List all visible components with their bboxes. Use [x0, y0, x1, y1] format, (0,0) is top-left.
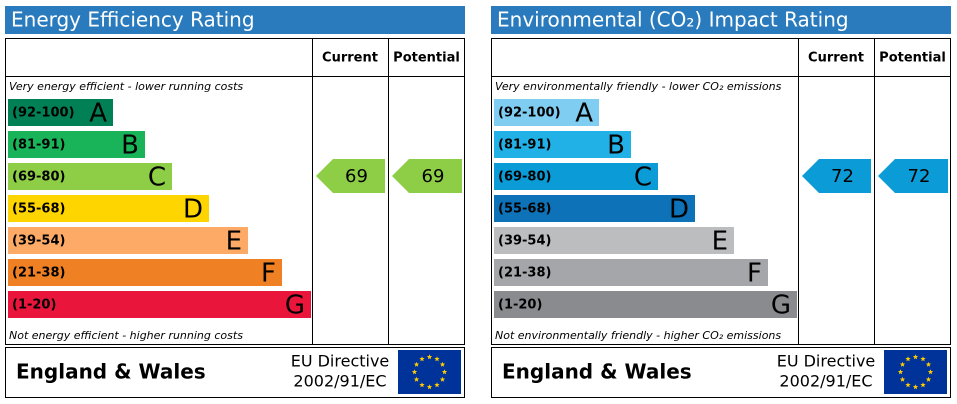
footer-directive-number: 2002/91/EC [779, 372, 872, 391]
band-range: (1-20) [12, 298, 56, 313]
band-range: (21-38) [12, 266, 65, 281]
band-letter: G [771, 291, 791, 321]
panel-title: Environmental (CO₂) Impact Rating [497, 8, 849, 32]
band-bar [494, 163, 658, 190]
band-letter: E [226, 227, 242, 257]
rating-arrow [392, 159, 462, 193]
column-header: Current [322, 51, 378, 66]
band-letter: F [747, 259, 762, 289]
eu-star [905, 382, 911, 388]
band-bar [8, 259, 282, 286]
band-bar [494, 131, 631, 158]
rating-value: 69 [345, 166, 368, 187]
eu-star [920, 356, 926, 362]
column-header: Potential [393, 51, 460, 66]
eu-star [439, 376, 446, 382]
footer-box [491, 347, 951, 398]
title-bar [491, 6, 951, 34]
eu-star [419, 356, 425, 362]
band-bar [8, 291, 311, 318]
rating-value: 69 [422, 166, 445, 187]
band-bar [494, 227, 734, 254]
rating-panel: Environmental (CO₂) Impact Rating Current… [491, 6, 951, 398]
eu-star [905, 356, 911, 362]
eu-star [411, 369, 418, 375]
footer-box [5, 347, 465, 398]
column-header: Potential [879, 51, 946, 66]
eu-star [439, 361, 446, 367]
rating-value: 72 [908, 166, 931, 187]
eu-star [413, 376, 420, 382]
rating-arrow [316, 159, 385, 193]
band-range: (55-68) [12, 202, 65, 217]
eu-star [441, 369, 448, 375]
eu-star [920, 382, 926, 388]
footer-directive: EU Directive [291, 352, 390, 371]
band-range: (81-91) [12, 138, 65, 153]
band-letter: D [669, 195, 689, 225]
band-letter: D [183, 195, 203, 225]
eu-star [912, 354, 919, 360]
top-note: Very environmentally friendly - lower CO… [495, 80, 782, 93]
eu-star [925, 376, 932, 382]
band-letter: F [261, 259, 276, 289]
footer-directive: EU Directive [777, 352, 876, 371]
band-letter: B [607, 131, 625, 161]
band-bar [494, 291, 797, 318]
band-bar [8, 99, 113, 126]
column-header: Current [808, 51, 864, 66]
band-bar [494, 195, 695, 222]
footer-region: England & Wales [16, 360, 206, 384]
rating-value: 72 [831, 166, 854, 187]
band-bar [494, 259, 768, 286]
band-range: (39-54) [498, 234, 551, 249]
top-note: Very energy efficient - lower running co… [9, 80, 243, 93]
band-range: (1-20) [498, 298, 542, 313]
eu-star [897, 369, 904, 375]
band-letter: G [285, 291, 305, 321]
eu-star [925, 361, 932, 367]
frame [491, 38, 951, 345]
band-letter: B [121, 131, 139, 161]
panel-title: Energy Efficiency Rating [11, 8, 255, 32]
bottom-note: Not energy efficient - higher running co… [9, 329, 243, 342]
eu-star [912, 384, 919, 390]
bottom-note: Not environmentally friendly - higher CO… [495, 329, 781, 342]
band-range: (21-38) [498, 266, 551, 281]
band-bar [8, 195, 209, 222]
rating-panel: Energy Efficiency Rating Current Potential… [5, 6, 465, 398]
band-range: (81-91) [498, 138, 551, 153]
band-range: (69-80) [12, 170, 65, 185]
eu-star [426, 384, 433, 390]
eu-star [426, 354, 433, 360]
rating-arrow [878, 159, 948, 193]
band-letter: C [634, 163, 652, 193]
band-range: (55-68) [498, 202, 551, 217]
eu-star [413, 361, 420, 367]
band-bar [8, 131, 145, 158]
eu-star [899, 376, 906, 382]
rating-arrow [802, 159, 871, 193]
band-bar [494, 99, 599, 126]
band-letter: A [575, 99, 593, 129]
eu-star [927, 369, 934, 375]
band-range: (92-100) [498, 106, 561, 121]
eu-star [434, 382, 440, 388]
band-range: (39-54) [12, 234, 65, 249]
band-range: (92-100) [12, 106, 75, 121]
frame [5, 38, 465, 345]
eu-star [434, 356, 440, 362]
eu-star [419, 382, 425, 388]
band-letter: E [712, 227, 728, 257]
band-range: (69-80) [498, 170, 551, 185]
eu-star [899, 361, 906, 367]
band-bar [8, 227, 248, 254]
footer-directive-number: 2002/91/EC [293, 372, 386, 391]
footer-region: England & Wales [502, 360, 692, 384]
band-letter: A [89, 99, 107, 129]
band-letter: C [148, 163, 166, 193]
band-bar [8, 163, 172, 190]
title-bar [5, 6, 465, 34]
